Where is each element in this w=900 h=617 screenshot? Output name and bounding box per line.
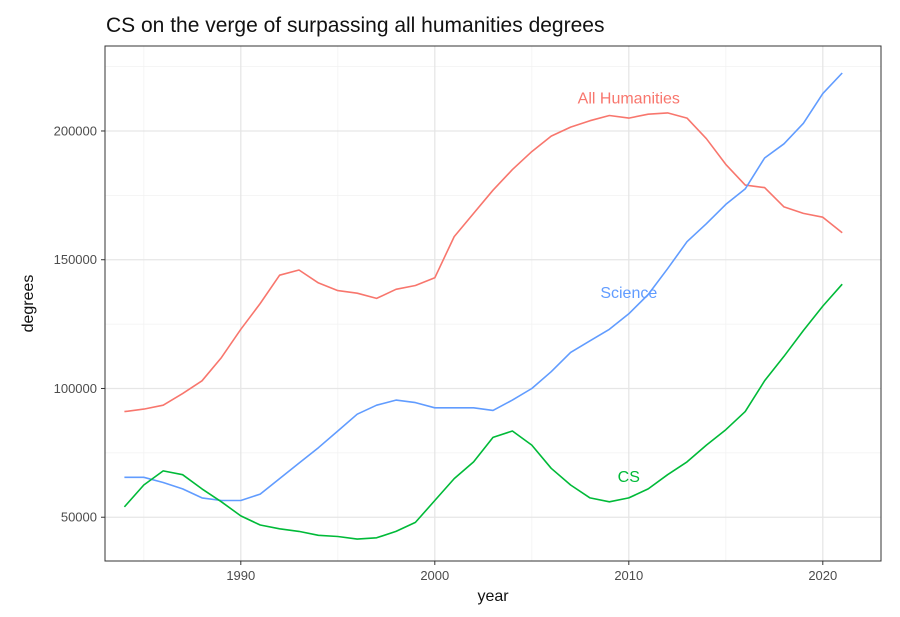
series-line-science [124, 72, 843, 502]
x-axis-title: year [477, 588, 509, 605]
series-labels: All Humanities Science CS [578, 91, 680, 487]
series-label-cs: CS [618, 469, 640, 486]
x-tick-label: 2010 [614, 568, 643, 583]
series-label-science: Science [600, 285, 657, 302]
y-axis-title: degrees [20, 275, 37, 333]
y-tick-label: 200000 [54, 123, 97, 138]
x-tick-label: 2000 [420, 568, 449, 583]
grid [105, 46, 881, 561]
plot-border [104, 45, 882, 562]
series-line-cs [123, 283, 843, 540]
chart-title: CS on the verge of surpassing all humani… [106, 14, 605, 37]
series-lines [123, 72, 843, 540]
y-tick-label: 50000 [61, 510, 97, 525]
x-tick-label: 1990 [226, 568, 255, 583]
series-line-all-humanities [124, 112, 843, 413]
series-label-all-humanities: All Humanities [578, 91, 680, 108]
axis-ticks: 1990 2000 2010 2020 50000 100000 150000 200000 [54, 123, 838, 583]
y-tick-label: 150000 [54, 252, 97, 267]
x-tick-label: 2020 [808, 568, 837, 583]
y-tick-label: 100000 [54, 381, 97, 396]
